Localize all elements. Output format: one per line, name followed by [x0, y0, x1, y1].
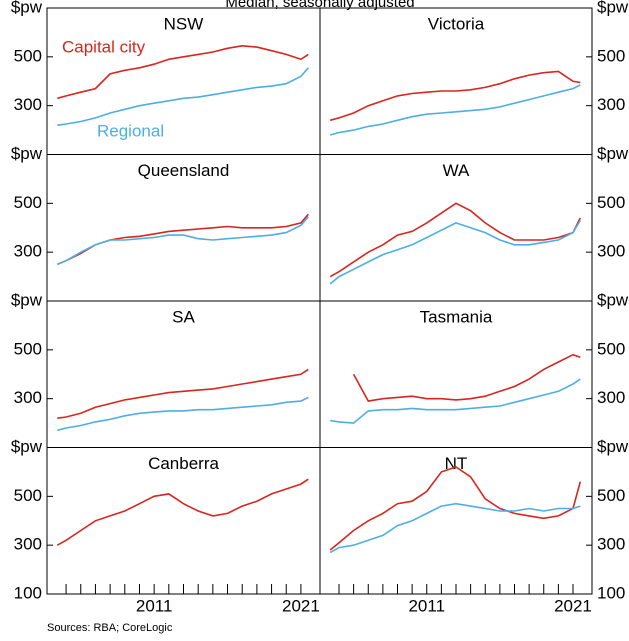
y-tick-label: 500 [597, 339, 625, 358]
y-tick-label: 300 [597, 95, 625, 114]
y-tick-label: $pw [597, 144, 629, 163]
y-tick-label: 300 [14, 95, 42, 114]
y-tick-label: 100 [597, 583, 625, 602]
data-line [329, 70, 581, 122]
y-tick-label: $pw [11, 0, 43, 16]
x-tick-label: 2011 [408, 596, 445, 615]
y-tick-label: $pw [11, 144, 43, 163]
data-line [56, 216, 309, 266]
y-tick-label: 500 [14, 486, 42, 505]
data-line [330, 378, 581, 424]
y-tick-label: 300 [597, 242, 625, 261]
legend-label: Regional [97, 121, 164, 140]
panel-title: SA [172, 307, 195, 326]
y-tick-label: 100 [14, 583, 42, 602]
y-tick-label: $pw [597, 290, 629, 309]
data-line [329, 466, 582, 551]
y-tick-label: 500 [597, 193, 625, 212]
panel-title: Queensland [138, 161, 230, 180]
y-tick-label: 500 [14, 339, 42, 358]
panel-title: Canberra [148, 454, 219, 473]
x-tick-label: 2011 [136, 596, 173, 615]
data-line [56, 478, 309, 546]
y-tick-label: 300 [14, 535, 42, 554]
data-line [56, 213, 309, 266]
data-line [57, 368, 309, 419]
y-tick-label: $pw [597, 0, 629, 16]
y-tick-label: 300 [14, 242, 42, 261]
x-tick-label: 2021 [554, 596, 592, 615]
data-line [329, 202, 582, 278]
panel-title: Tasmania [420, 307, 493, 326]
y-tick-label: 500 [597, 46, 625, 65]
panel-title: NSW [164, 14, 204, 33]
y-tick-label: $pw [11, 437, 43, 456]
chart-subtitle: Median, seasonally adjusted [225, 0, 414, 11]
y-tick-label: $pw [11, 290, 43, 309]
data-line [329, 502, 581, 554]
y-tick-label: 300 [597, 535, 625, 554]
panel-title: Victoria [428, 14, 485, 33]
y-tick-label: 500 [14, 46, 42, 65]
sources: Sources: RBA; CoreLogic [47, 622, 173, 634]
y-tick-label: 500 [14, 193, 42, 212]
data-line [57, 396, 309, 432]
y-tick-label: 300 [14, 388, 42, 407]
y-tick-label: 300 [597, 388, 625, 407]
data-line [352, 353, 581, 402]
y-tick-label: 500 [597, 486, 625, 505]
x-tick-label: 2021 [282, 596, 320, 615]
legend-label: Capital city [62, 37, 146, 56]
panel-title: WA [443, 161, 470, 180]
y-tick-label: $pw [597, 437, 629, 456]
data-line [57, 67, 309, 126]
data-line [329, 84, 581, 136]
data-line [57, 44, 309, 100]
data-line [329, 219, 581, 285]
